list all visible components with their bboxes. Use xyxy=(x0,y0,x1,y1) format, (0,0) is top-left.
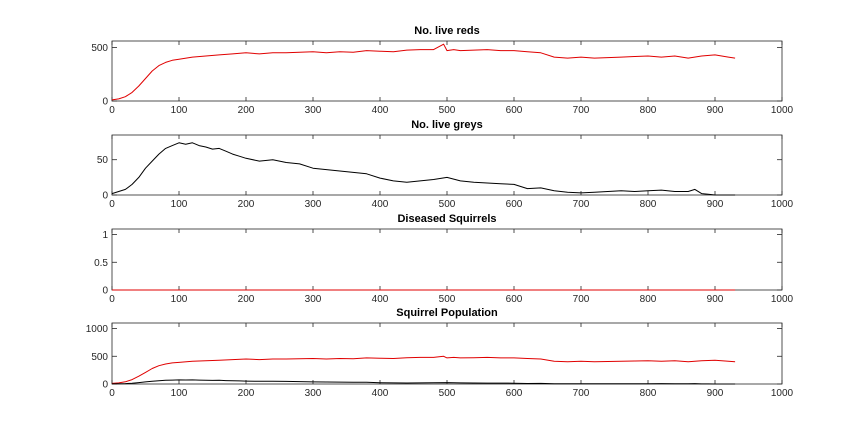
subplot-title: No. live greys xyxy=(411,119,483,131)
x-tick-label: 1000 xyxy=(771,199,794,210)
x-tick-label: 1000 xyxy=(771,388,794,399)
axes-box xyxy=(111,228,783,291)
x-tick-label: 700 xyxy=(573,105,590,116)
y-tick-label: 500 xyxy=(91,352,108,363)
series-line-2 xyxy=(111,379,736,385)
x-tick-label: 0 xyxy=(109,199,115,210)
x-tick-label: 500 xyxy=(439,388,456,399)
x-tick-label: 100 xyxy=(171,388,188,399)
y-tick-label: 0.5 xyxy=(94,258,108,269)
series-line-1 xyxy=(111,355,736,384)
x-tick-label: 500 xyxy=(439,199,456,210)
x-tick-label: 200 xyxy=(238,294,255,305)
series-line-1 xyxy=(111,142,736,196)
x-tick-label: 300 xyxy=(305,294,322,305)
x-tick-label: 400 xyxy=(372,199,389,210)
axes-box xyxy=(111,134,783,196)
subplot-title: No. live reds xyxy=(414,25,479,37)
series-line-1 xyxy=(111,43,736,101)
x-tick-label: 600 xyxy=(506,388,523,399)
x-tick-label: 300 xyxy=(305,105,322,116)
y-tick-label: 0 xyxy=(102,191,108,202)
y-tick-label: 50 xyxy=(97,155,109,166)
x-tick-label: 0 xyxy=(109,105,115,116)
x-tick-label: 500 xyxy=(439,105,456,116)
subplot-1: No. live reds 0 100 200 300 400 500 600 700 800 90… xyxy=(91,25,793,116)
y-tick-label: 1000 xyxy=(86,324,109,335)
x-tick-label: 0 xyxy=(109,294,115,305)
x-tick-label: 400 xyxy=(372,388,389,399)
x-tick-label: 900 xyxy=(707,199,724,210)
x-tick-label: 300 xyxy=(305,199,322,210)
y-tick-label: 0 xyxy=(102,380,108,391)
y-tick-label: 0 xyxy=(102,97,108,108)
x-tick-label: 200 xyxy=(238,105,255,116)
x-tick-label: 700 xyxy=(573,199,590,210)
x-tick-label: 1000 xyxy=(771,105,794,116)
x-tick-label: 300 xyxy=(305,388,322,399)
x-tick-label: 100 xyxy=(171,105,188,116)
x-tick-label: 600 xyxy=(506,199,523,210)
x-tick-label: 100 xyxy=(171,199,188,210)
x-tick-label: 1000 xyxy=(771,294,794,305)
subplot-title: Diseased Squirrels xyxy=(397,213,496,225)
subplot-3: Diseased Squirrels 0 100 200 300 400 500 600 700… xyxy=(94,213,793,305)
subplot-4: Squirrel Population 0 100 200 300 400 500 600 70… xyxy=(86,307,794,399)
x-tick-label: 900 xyxy=(707,388,724,399)
y-tick-label: 1 xyxy=(102,230,108,241)
x-tick-label: 900 xyxy=(707,294,724,305)
x-tick-label: 0 xyxy=(109,388,115,399)
x-tick-label: 700 xyxy=(573,294,590,305)
x-tick-label: 800 xyxy=(640,294,657,305)
subplot-title: Squirrel Population xyxy=(396,307,498,319)
x-tick-label: 700 xyxy=(573,388,590,399)
x-tick-label: 400 xyxy=(372,105,389,116)
x-tick-label: 900 xyxy=(707,105,724,116)
x-tick-label: 600 xyxy=(506,105,523,116)
x-tick-label: 600 xyxy=(506,294,523,305)
x-tick-label: 400 xyxy=(372,294,389,305)
x-tick-label: 800 xyxy=(640,105,657,116)
x-tick-label: 200 xyxy=(238,199,255,210)
x-tick-label: 800 xyxy=(640,388,657,399)
y-tick-label: 500 xyxy=(91,43,108,54)
y-tick-label: 0 xyxy=(102,286,108,297)
x-tick-label: 800 xyxy=(640,199,657,210)
x-tick-label: 200 xyxy=(238,388,255,399)
x-tick-label: 100 xyxy=(171,294,188,305)
x-tick-label: 500 xyxy=(439,294,456,305)
axes-box xyxy=(111,322,783,385)
